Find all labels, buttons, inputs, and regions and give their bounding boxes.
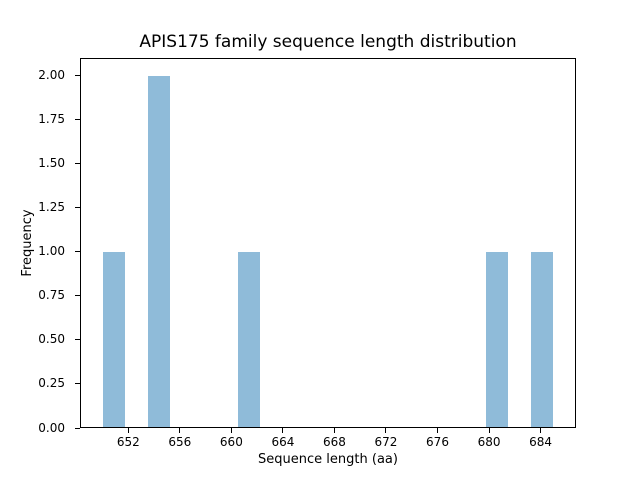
y-tick-label: 1.25 — [38, 200, 65, 215]
x-tick-label: 672 — [374, 435, 398, 449]
x-tick-mark — [179, 428, 181, 433]
histogram-bar — [147, 75, 171, 427]
histogram-bar — [237, 251, 261, 427]
y-tick-label: 1.00 — [38, 244, 65, 259]
chart-title: APIS175 family sequence length distribut… — [139, 32, 517, 52]
x-tick-label: 660 — [219, 435, 243, 449]
y-tick-mark — [75, 427, 80, 429]
y-tick-mark — [75, 295, 80, 297]
x-tick-label: 668 — [322, 435, 346, 449]
x-tick-mark — [230, 428, 232, 433]
y-tick-label: 2.00 — [38, 68, 65, 83]
y-tick-mark — [75, 339, 80, 341]
y-tick-mark — [75, 75, 80, 77]
y-axis-label: Frequency — [20, 209, 35, 277]
x-tick-label: 676 — [426, 435, 449, 449]
x-tick-mark — [282, 428, 284, 433]
x-tick-mark — [488, 428, 490, 433]
y-tick-label: 1.75 — [38, 112, 65, 127]
histogram-bar — [485, 251, 509, 427]
histogram-bar — [102, 251, 126, 427]
x-tick-mark — [333, 428, 335, 433]
x-tick-label: 656 — [168, 435, 192, 449]
y-tick-label: 0.75 — [38, 288, 65, 303]
x-tick-label: 684 — [529, 435, 553, 449]
x-tick-mark — [437, 428, 438, 433]
y-tick-mark — [75, 207, 80, 209]
x-tick-label: 680 — [477, 435, 501, 449]
x-tick-label: 652 — [116, 435, 140, 449]
y-tick-label: 0.25 — [38, 376, 65, 391]
y-tick-mark — [75, 251, 80, 253]
y-tick-label: 1.50 — [38, 156, 65, 171]
y-tick-label: 0.50 — [38, 332, 65, 347]
y-tick-label: 0.00 — [38, 420, 65, 435]
y-tick-mark — [75, 163, 80, 165]
y-tick-mark — [75, 383, 80, 385]
x-tick-mark — [127, 428, 129, 433]
x-tick-mark — [385, 428, 387, 433]
x-tick-mark — [540, 428, 542, 433]
histogram-bar — [530, 251, 554, 427]
x-tick-label: 664 — [271, 435, 295, 449]
x-axis-label: Sequence length (aa) — [258, 452, 398, 467]
y-tick-mark — [75, 119, 80, 121]
